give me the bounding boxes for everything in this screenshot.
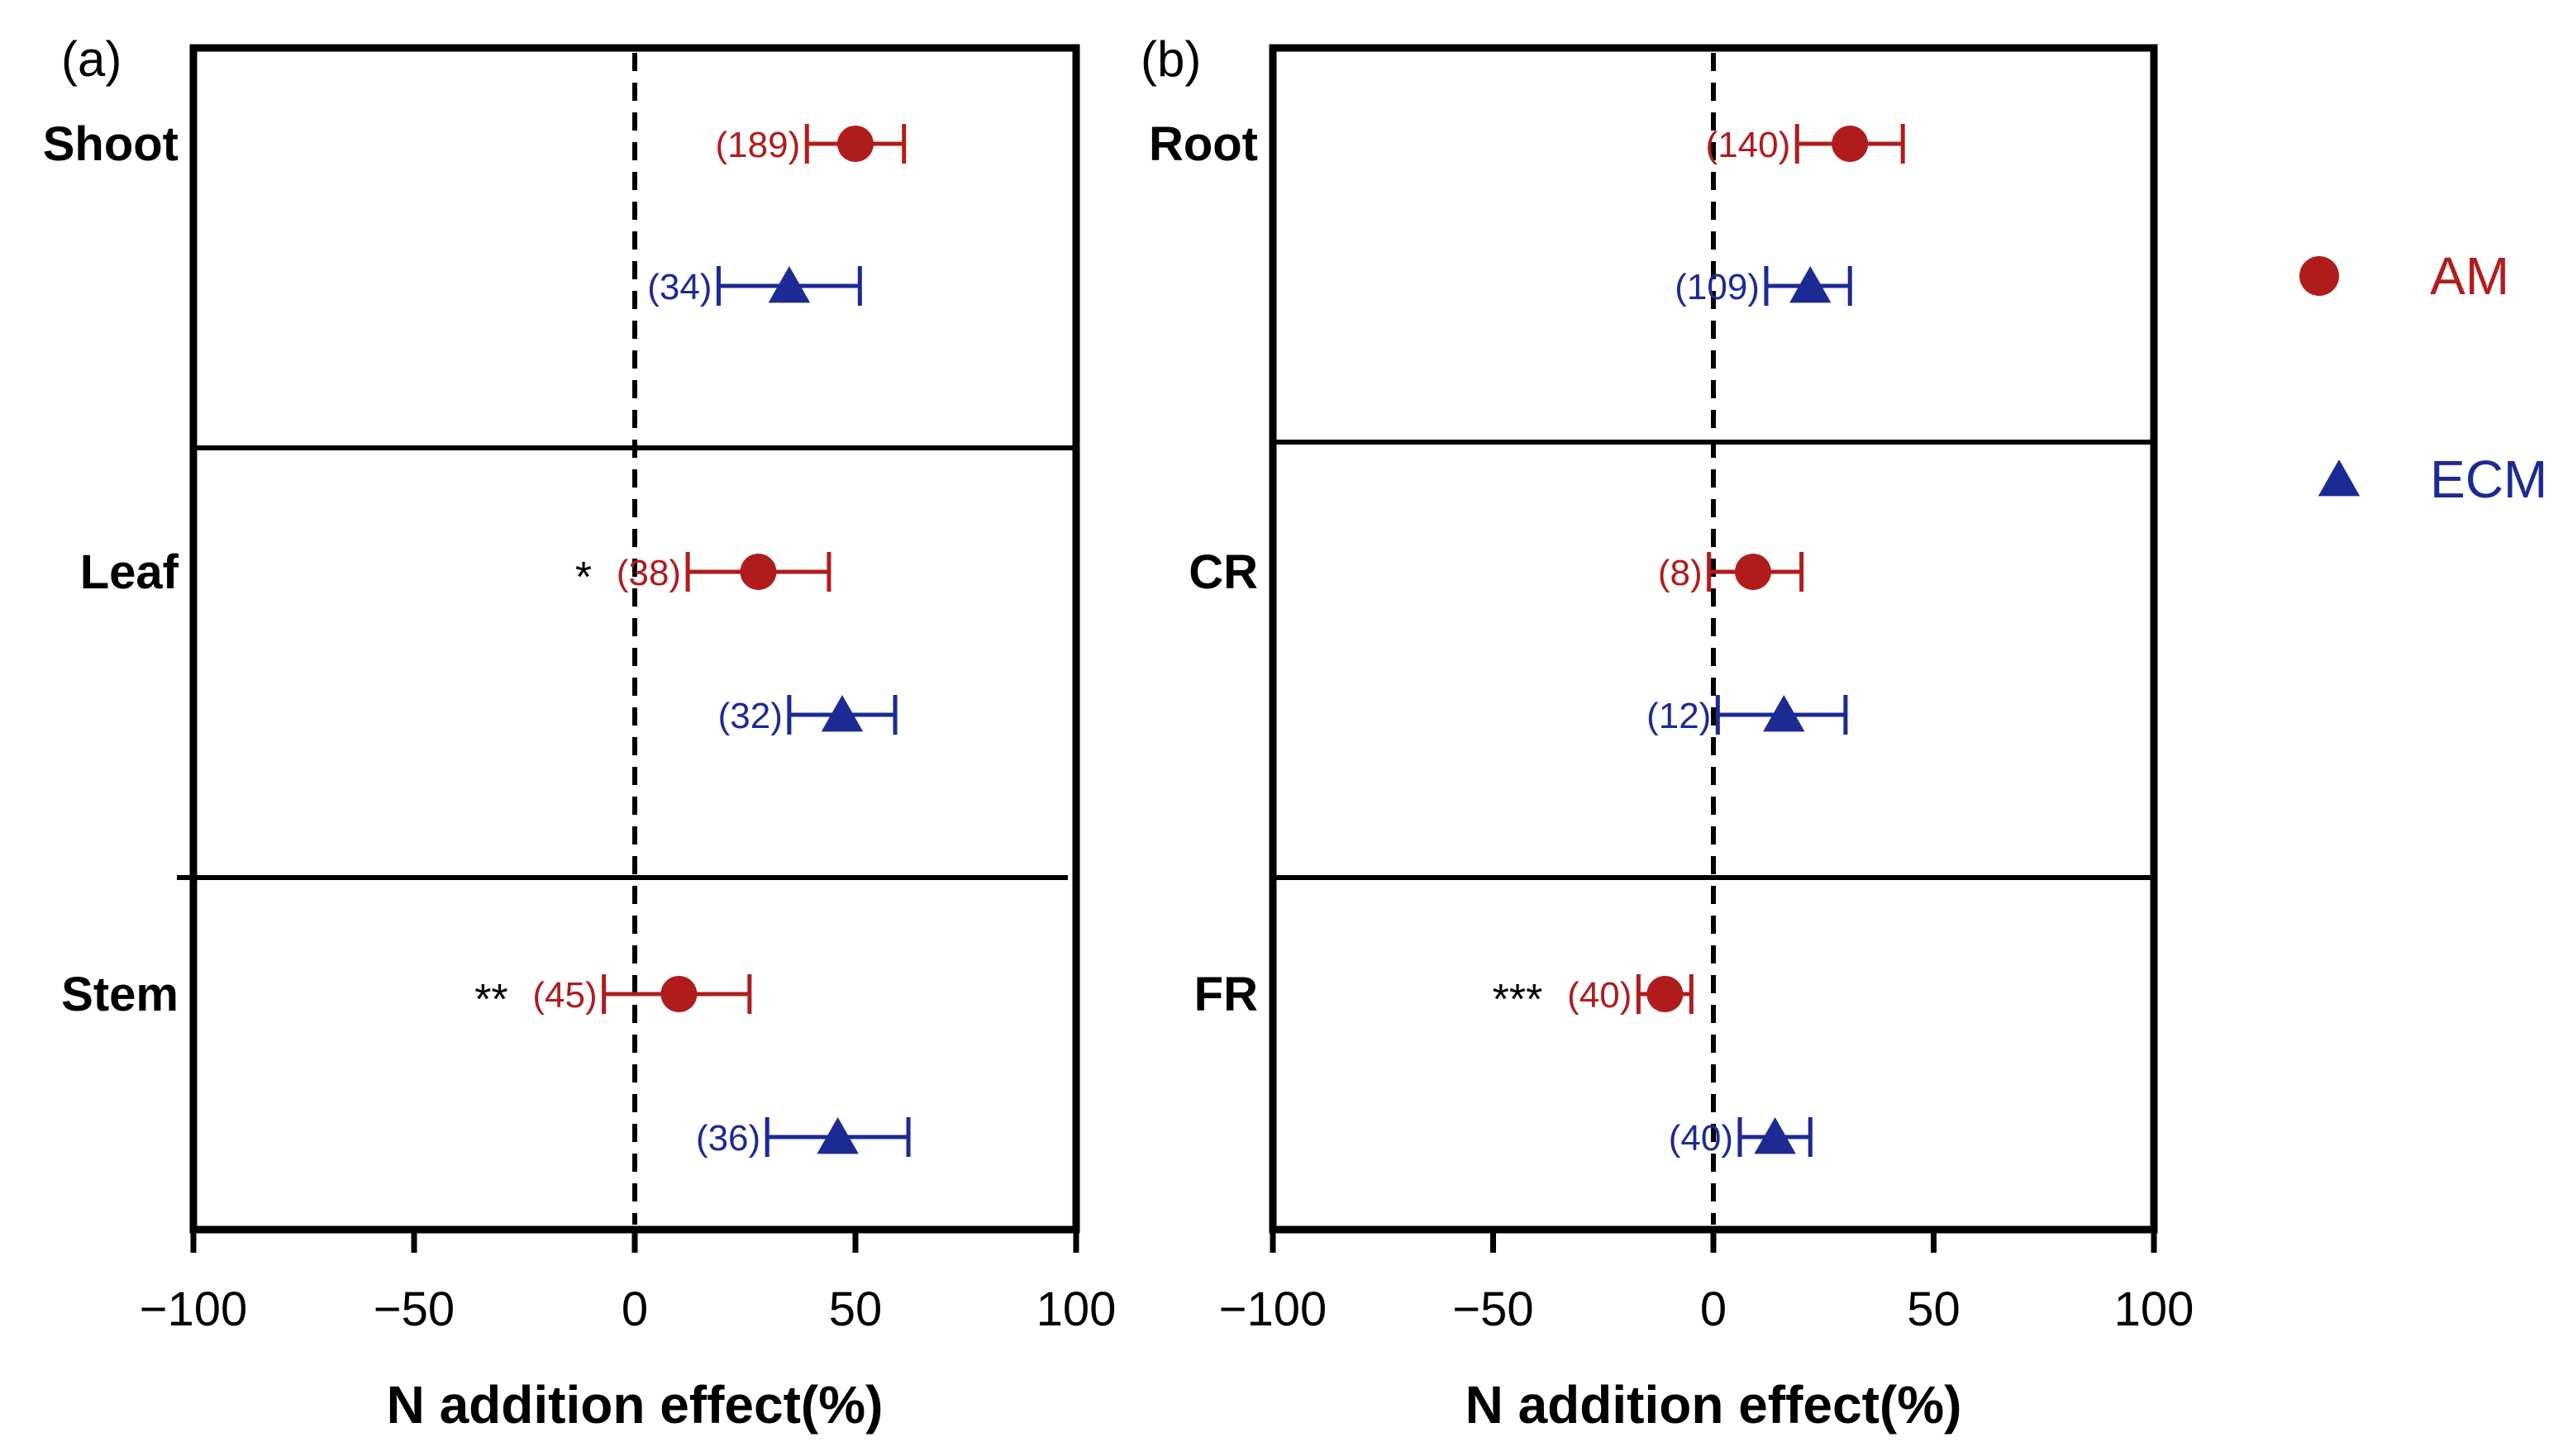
sample-size-label: (32) [718, 696, 783, 736]
am-point-marker [837, 126, 874, 162]
row-label: Stem [61, 968, 179, 1021]
x-tick-label: 100 [1036, 1282, 1117, 1336]
am-point-marker [660, 976, 698, 1012]
legend-am-marker [2299, 256, 2339, 296]
sample-size-label: (40) [1567, 975, 1632, 1016]
am-point-marker [1832, 126, 1869, 162]
x-tick-label: −50 [374, 1282, 455, 1336]
x-tick-label: 50 [1907, 1282, 1961, 1336]
x-axis-title: N addition effect(%) [1465, 1375, 1962, 1435]
row-label: Shoot [43, 117, 179, 171]
am-point-marker [1646, 976, 1684, 1012]
ecm-point-marker [1763, 695, 1805, 732]
x-tick-label: 50 [829, 1282, 883, 1336]
am-point-marker [740, 554, 777, 590]
sample-size-label: (189) [716, 125, 801, 165]
ecm-point-marker [1789, 266, 1832, 303]
row-label: CR [1189, 545, 1258, 599]
legend-label: ECM [2430, 450, 2547, 509]
sample-size-label: (109) [1675, 267, 1760, 307]
sample-size-label: (45) [532, 975, 597, 1016]
x-tick-label: −100 [1219, 1282, 1327, 1336]
significance-stars: *** [1493, 976, 1543, 1024]
ecm-point-marker [821, 695, 864, 732]
sample-size-label: (12) [1646, 696, 1711, 736]
row-label: Leaf [80, 545, 179, 599]
x-axis-title: N addition effect(%) [387, 1375, 884, 1435]
legend-ecm-marker [2318, 459, 2361, 497]
x-tick-label: 0 [1700, 1282, 1727, 1336]
legend-label: AM [2430, 246, 2509, 306]
sample-size-label: (140) [1706, 125, 1791, 165]
sample-size-label: (34) [647, 267, 712, 307]
am-point-marker [1734, 554, 1771, 590]
panel-label: (b) [1141, 31, 1201, 87]
x-tick-label: −100 [140, 1282, 248, 1336]
x-tick-label: 0 [622, 1282, 648, 1336]
significance-stars: ** [474, 976, 507, 1024]
sample-size-label: (40) [1669, 1118, 1733, 1159]
sample-size-label: (38) [617, 553, 681, 593]
sample-size-label: (36) [696, 1118, 760, 1159]
x-tick-label: 100 [2114, 1282, 2194, 1336]
sample-size-label: (8) [1658, 553, 1703, 593]
row-label: Root [1149, 117, 1258, 171]
ecm-point-marker [817, 1117, 859, 1154]
significance-stars: * [575, 554, 592, 602]
x-tick-label: −50 [1452, 1282, 1533, 1336]
row-label: FR [1194, 968, 1258, 1021]
panel-label: (a) [61, 31, 121, 87]
ecm-point-marker [768, 266, 811, 303]
ecm-point-marker [1754, 1117, 1796, 1154]
